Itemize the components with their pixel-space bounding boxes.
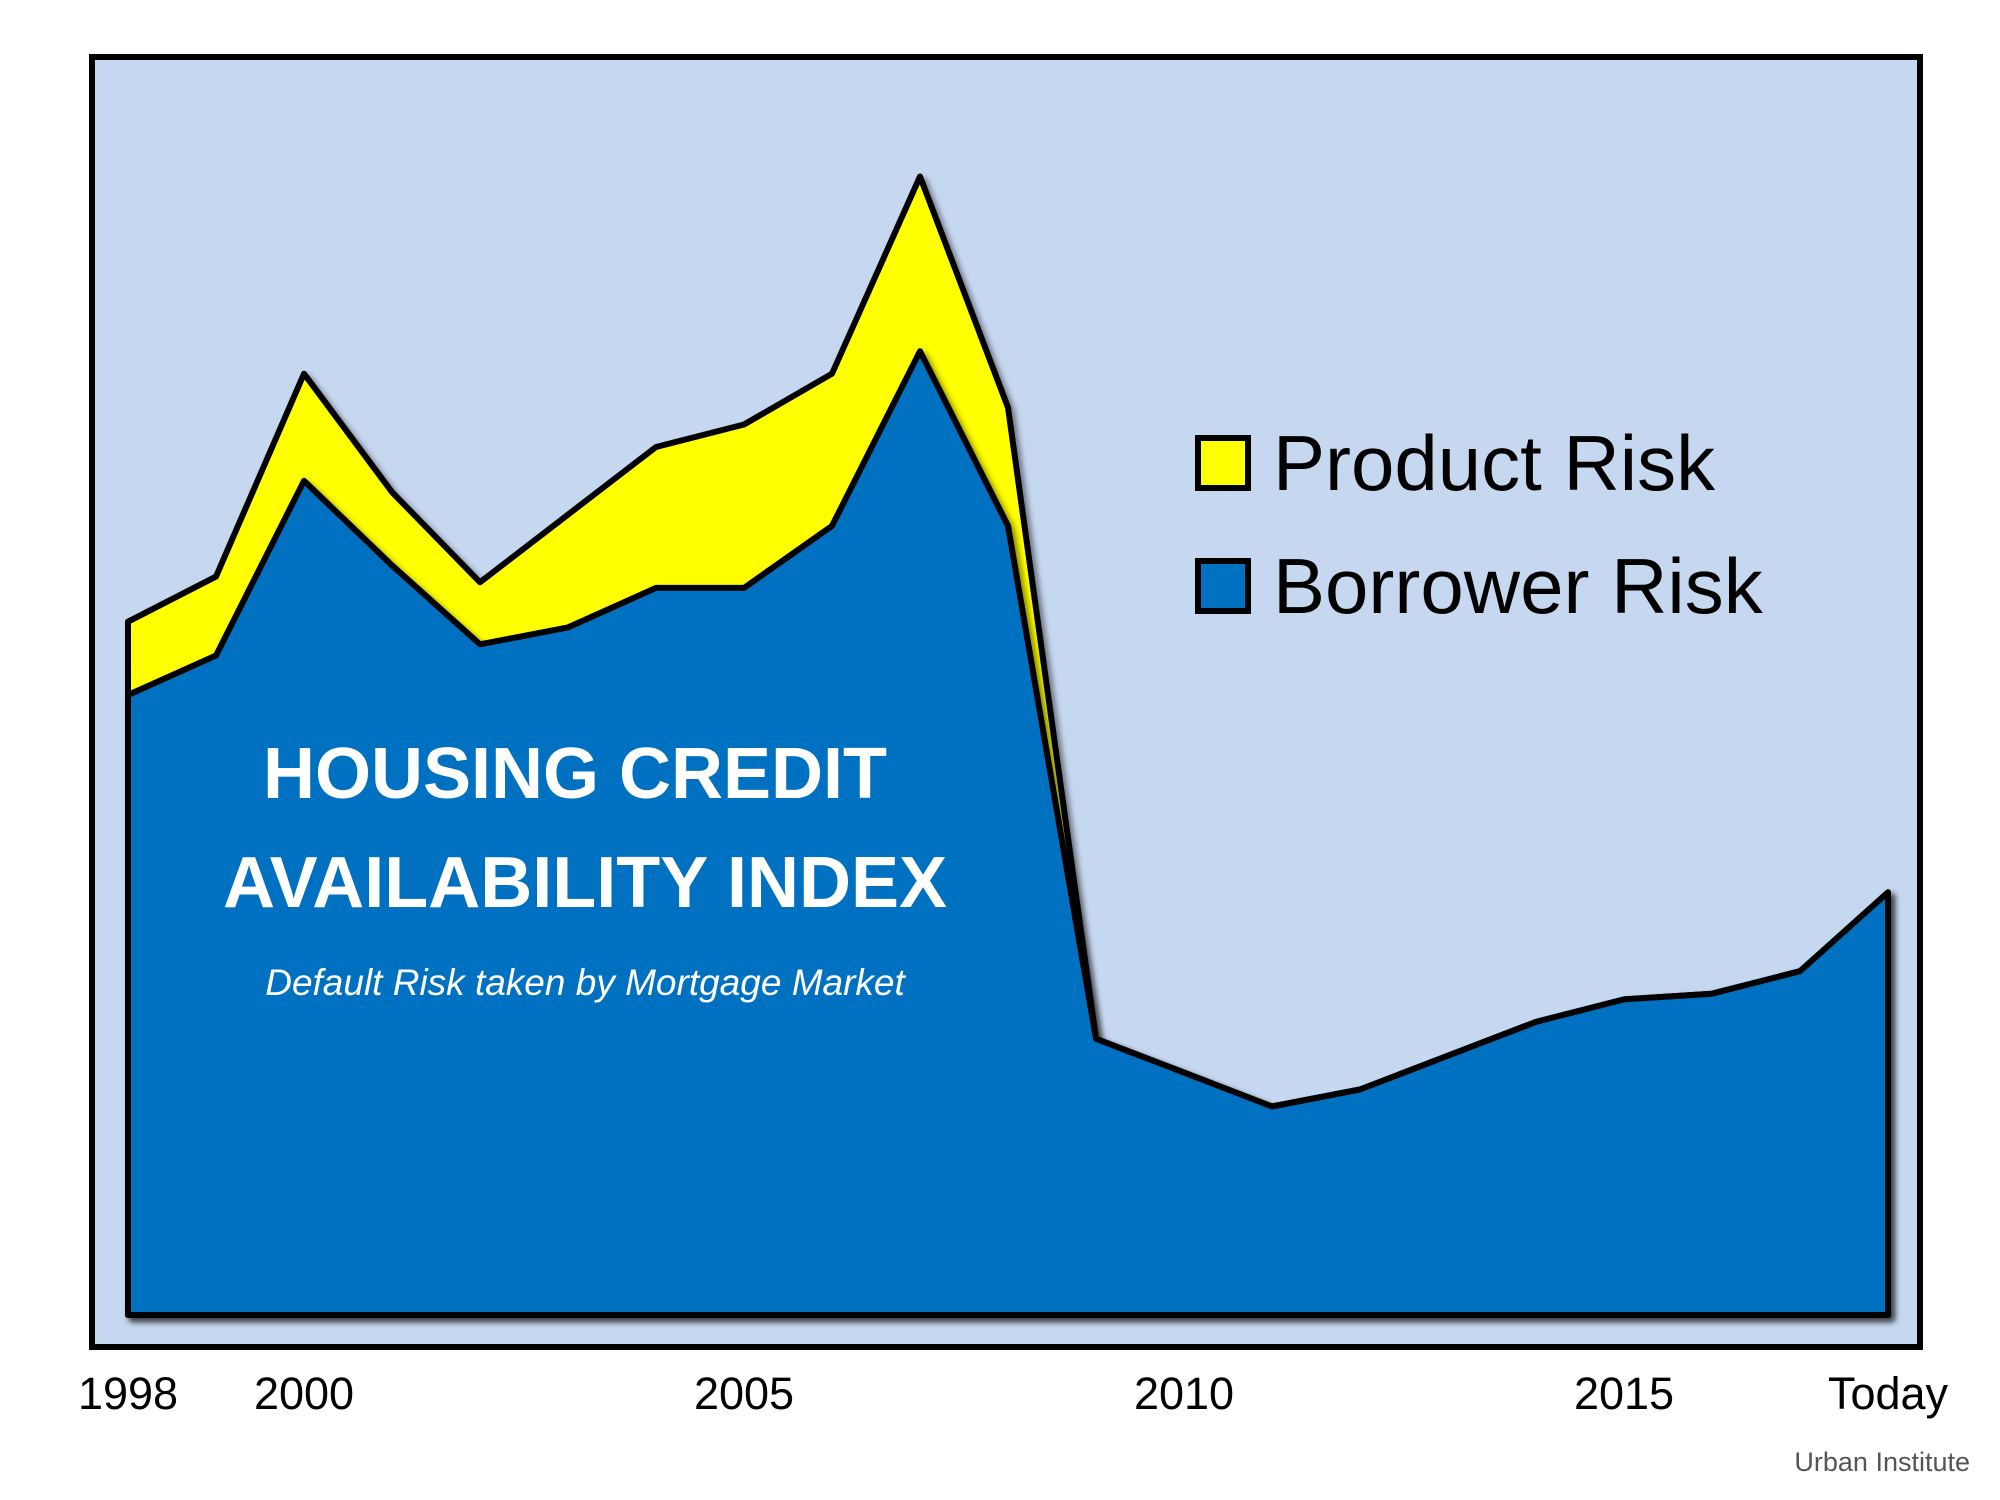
x-axis-tick-labels: 1998 2000 2005 2010 2015 Today (78, 1368, 1949, 1419)
legend-swatch-borrower-risk (1195, 558, 1251, 614)
x-tick-label: Today (1828, 1368, 1949, 1419)
x-tick-label: 2015 (1574, 1368, 1674, 1419)
chart-subtitle: Default Risk taken by Mortgage Market (265, 962, 906, 1003)
area-borrower-risk (125, 348, 1891, 1318)
legend-swatch-product-risk (1195, 435, 1251, 491)
x-tick-label: 1998 (78, 1368, 178, 1419)
source-label: Urban Institute (1794, 1447, 1970, 1477)
x-tick-label: 2010 (1134, 1368, 1234, 1419)
legend-label-product-risk: Product Risk (1273, 419, 1716, 507)
legend-label-borrower-risk: Borrower Risk (1273, 542, 1764, 630)
area-series-group (125, 173, 1891, 1318)
chart-title-line-2: AVAILABILITY INDEX (223, 843, 947, 923)
x-tick-label: 2000 (254, 1368, 354, 1419)
x-tick-label: 2005 (694, 1368, 794, 1419)
chart-title-line-1: HOUSING CREDIT (263, 734, 887, 814)
legend: Product Risk Borrower Risk (1195, 419, 1764, 630)
